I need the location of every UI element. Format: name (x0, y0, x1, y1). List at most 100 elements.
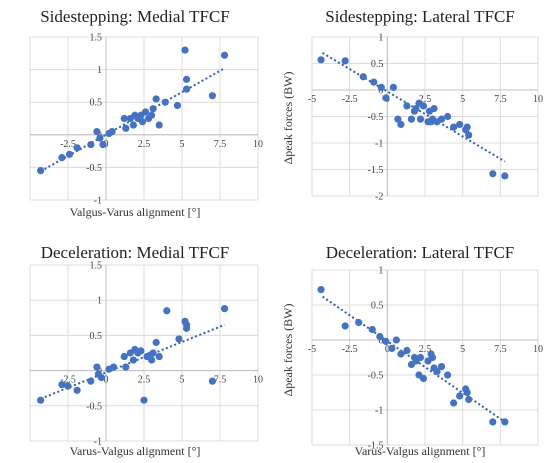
x-tick-label: 0 (104, 375, 109, 386)
data-point (463, 123, 471, 131)
data-point (155, 352, 163, 361)
data-point (37, 396, 45, 404)
data-point (403, 346, 411, 355)
x-tick-label: -2.5 (342, 344, 358, 355)
data-point (465, 395, 473, 404)
data-point (208, 92, 216, 100)
x-tick-label: -2.5 (60, 375, 76, 386)
data-point (317, 56, 325, 64)
data-point (120, 114, 128, 123)
x-tick-label: 10 (533, 344, 543, 355)
y-tick-label: 0 (378, 86, 383, 97)
x-tick-label: 10 (253, 139, 263, 150)
data-point (148, 356, 156, 364)
data-point (501, 172, 509, 180)
data-point (58, 154, 66, 162)
data-point (137, 347, 145, 355)
data-point (382, 337, 390, 345)
data-point (175, 335, 183, 343)
data-point (173, 101, 182, 110)
data-point (149, 105, 157, 113)
y-tick-label: -2 (375, 192, 383, 203)
y-tick-label: 1.5 (90, 33, 103, 44)
data-point (317, 286, 325, 294)
data-point (120, 352, 128, 361)
data-point (377, 83, 385, 91)
y-tick-label: 1 (378, 33, 383, 44)
data-point (87, 140, 95, 149)
data-point (182, 85, 191, 93)
y-tick-label: 0.5 (371, 301, 384, 312)
data-point (93, 127, 101, 136)
chart-panel-3: -2.502.557.510-1-0.500.511.5Deceleration… (29, 243, 263, 458)
data-point (181, 46, 189, 54)
y-tick-label: 0 (378, 336, 383, 347)
y-tick-label: 1 (97, 296, 102, 307)
x-tick-label: 7.5 (494, 94, 507, 105)
data-point (416, 353, 425, 362)
trendline (322, 52, 506, 163)
data-point (155, 121, 163, 129)
y-axis-label: Δpeak forces (BW) (281, 303, 295, 396)
x-tick-label: 5 (460, 344, 465, 355)
data-point (122, 363, 130, 371)
data-point (73, 386, 81, 394)
data-point (140, 396, 148, 404)
data-point (220, 51, 229, 59)
x-tick-label: -5 (308, 94, 316, 105)
x-tick-label: 5 (460, 94, 465, 105)
data-point (388, 344, 396, 352)
x-tick-label: 7.5 (214, 139, 227, 150)
data-point (341, 57, 349, 65)
data-point (148, 111, 156, 119)
data-point (355, 318, 363, 327)
data-point (110, 363, 118, 371)
x-tick-label: 7.5 (214, 375, 227, 386)
data-point (456, 120, 464, 129)
data-point (65, 150, 74, 158)
data-point (138, 118, 147, 126)
x-tick-label: 10 (253, 375, 263, 386)
data-point (489, 418, 497, 426)
x-axis-label: Varus-Valgus alignment [°] (70, 444, 201, 458)
x-tick-label: 2.5 (138, 375, 151, 386)
data-point (430, 104, 438, 113)
y-tick-label: 0.5 (90, 98, 103, 109)
data-point (397, 350, 405, 358)
data-point (456, 392, 464, 400)
data-point (376, 332, 384, 341)
x-tick-label: -2.5 (342, 94, 358, 105)
data-point (122, 124, 130, 132)
data-point (444, 112, 452, 121)
data-point (407, 115, 416, 123)
y-axis-label: Δpeak forces (BW) (281, 71, 295, 164)
data-point (129, 356, 137, 364)
y-tick-label: -1 (375, 139, 383, 150)
data-point (463, 388, 471, 397)
data-point (163, 307, 171, 315)
data-point (152, 95, 160, 103)
data-point (403, 102, 411, 110)
data-point (397, 120, 405, 129)
data-point (141, 108, 150, 116)
y-tick-label: 1 (378, 266, 383, 277)
chart-title: Deceleration: Medial TFCF (41, 243, 230, 262)
x-axis-label: Valgus-Varus alignment [°] (70, 205, 201, 219)
y-tick-label: -1.5 (367, 441, 383, 452)
data-point (359, 73, 367, 81)
data-point (389, 83, 397, 91)
x-tick-label: 10 (533, 94, 543, 105)
y-tick-label: 0.5 (90, 331, 103, 342)
data-point (501, 418, 509, 426)
data-point (64, 382, 72, 390)
data-point (450, 399, 458, 407)
y-tick-label: -0.5 (86, 401, 102, 412)
data-point (161, 98, 169, 106)
chart-panel-2: -5-2.502.557.510-2-1.5-1-0.500.51Sideste… (281, 7, 543, 203)
data-point (108, 127, 116, 136)
data-point (419, 102, 428, 110)
data-point (149, 349, 157, 357)
data-point (433, 367, 441, 376)
data-point (152, 338, 160, 347)
data-point (394, 115, 402, 123)
